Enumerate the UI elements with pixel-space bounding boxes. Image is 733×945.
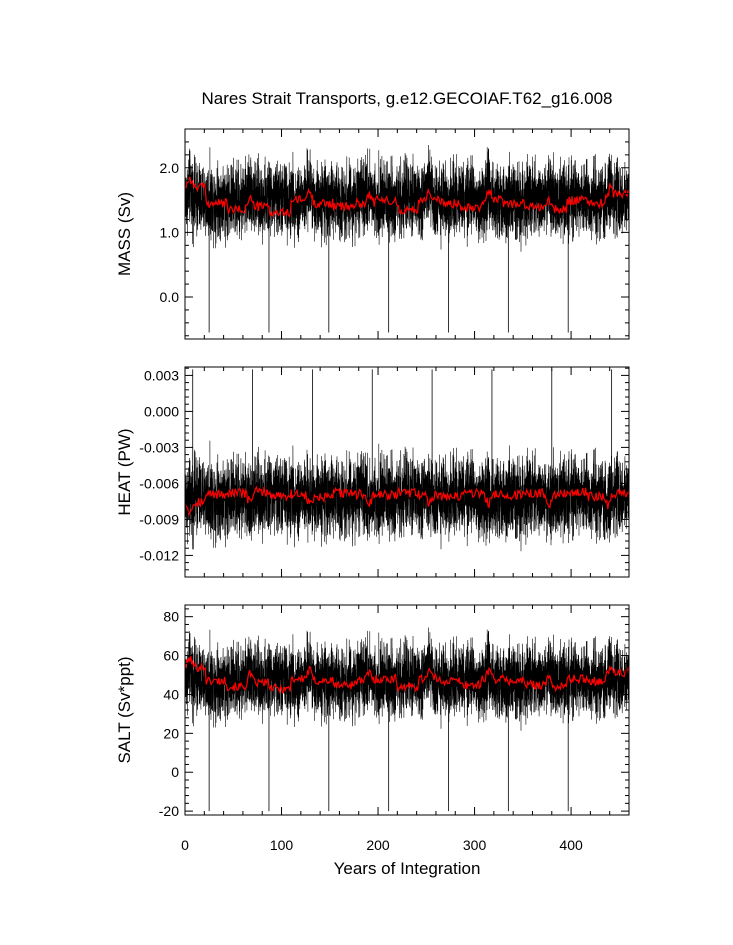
y-tick-label: 0.000 [144,403,179,419]
y-tick-label: -0.012 [139,547,179,563]
x-tick-label: 100 [270,837,294,853]
chart-title: Nares Strait Transports, g.e12.GECOIAF.T… [201,89,612,108]
y-tick-label: 0 [171,764,179,780]
y-tick-label: -0.006 [139,475,179,491]
y-tick-label: 80 [163,609,179,625]
series-raw-line [185,440,629,552]
series-smooth-line [185,655,629,694]
y-tick-label: -0.009 [139,511,179,527]
x-axis-label: Years of Integration [334,859,481,878]
x-tick-label: 400 [559,837,583,853]
series-raw-line [185,627,629,731]
y-axis-label: HEAT (PW) [115,428,134,515]
y-tick-label: -0.003 [139,439,179,455]
y-axis-label: SALT (Sv*ppt) [115,656,134,763]
panel-frame [184,366,630,578]
x-tick-label: 300 [463,837,487,853]
y-tick-label: 1.0 [160,224,180,240]
panel-mass: 0.0 1.0 2.0 MASS (Sv) [115,128,630,340]
x-tick-label: 0 [181,837,189,853]
x-tick-labels: 0 100 200 300 400 [181,837,583,853]
panel-frame [184,128,630,340]
y-tick-label: 20 [163,725,179,741]
series-smooth-line [185,176,629,218]
y-tick-label: 0.003 [144,367,179,383]
series-smooth-line [185,485,629,517]
panel-heat: -0.012 -0.009 -0.006 -0.003 0.000 0.003 HEAT (… [115,366,630,578]
y-tick-label: 0.0 [160,289,180,305]
panel-salt: -20 0 20 40 60 80 SALT (Sv*ppt) [115,604,630,819]
y-tick-label: 60 [163,648,179,664]
y-axis-label: MASS (Sv) [115,192,134,276]
x-tick-label: 200 [366,837,390,853]
y-tick-label: 40 [163,686,179,702]
y-tick-label: 2.0 [160,160,180,176]
y-tick-label: -20 [159,803,179,819]
